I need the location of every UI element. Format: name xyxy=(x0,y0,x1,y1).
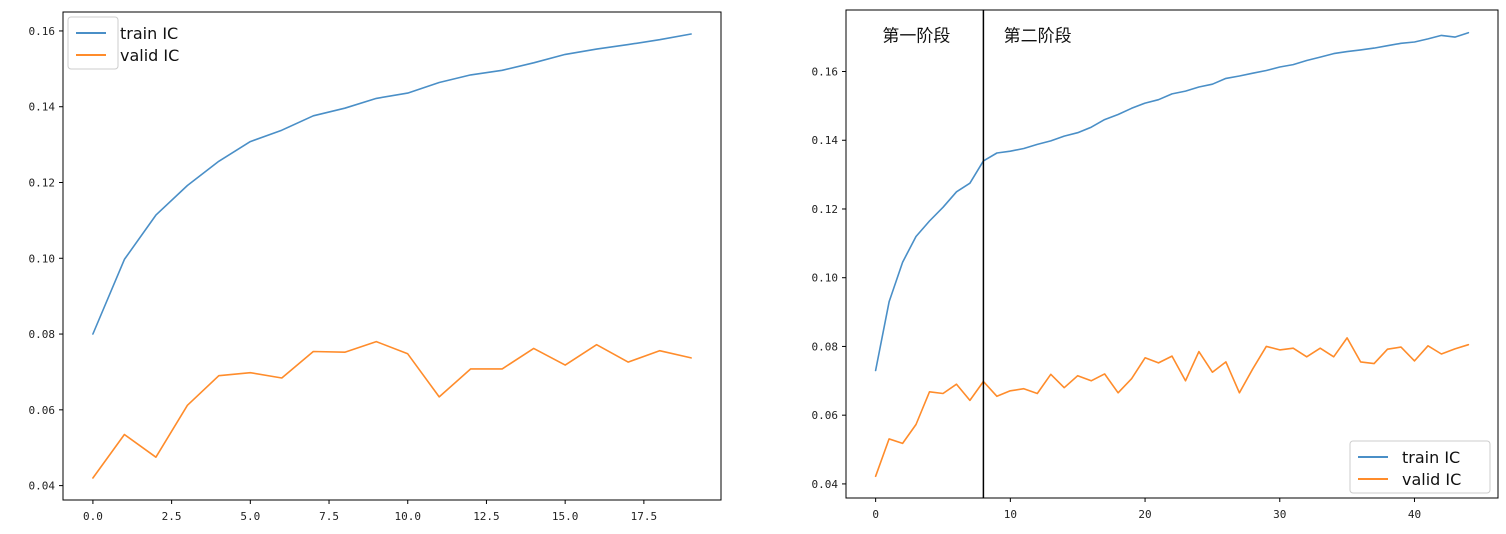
y-tick-label: 0.16 xyxy=(812,66,839,79)
x-tick-label: 10.0 xyxy=(394,510,421,523)
x-tick-label: 17.5 xyxy=(631,510,658,523)
legend: train IC valid IC xyxy=(67,16,179,70)
x-tick-label: 10 xyxy=(1004,508,1017,521)
chart-1: 0.04 0.06 0.08 0.10 0.12 0.14 0.16 0.0 2.5 5.0 7.5… xyxy=(29,11,722,523)
y-tick-label: 0.08 xyxy=(29,328,56,341)
axes-frame xyxy=(62,11,722,501)
stage-annotation-2: 第二阶段 xyxy=(1004,27,1072,47)
series-line-train xyxy=(874,31,1470,372)
legend-label: train IC xyxy=(120,24,178,43)
legend-label: valid IC xyxy=(120,46,179,65)
stage-annotation-1: 第一阶段 xyxy=(882,27,950,47)
x-tick-label: 5.0 xyxy=(240,510,260,523)
series-line-valid xyxy=(874,337,1470,478)
legend-label: valid IC xyxy=(1402,470,1461,489)
y-tick-label: 0.14 xyxy=(29,101,56,114)
series-line-train xyxy=(92,33,692,335)
legend-label: train IC xyxy=(1402,448,1460,467)
y-tick-label: 0.14 xyxy=(812,134,839,147)
x-tick-label: 30 xyxy=(1273,508,1286,521)
y-tick-label: 0.04 xyxy=(29,480,56,493)
x-tick-label: 40 xyxy=(1408,508,1421,521)
y-tick-label: 0.16 xyxy=(29,25,56,38)
y-tick-label: 0.08 xyxy=(812,340,839,353)
y-tick-label: 0.12 xyxy=(812,203,839,216)
series-line-valid xyxy=(92,340,692,479)
x-tick-label: 20 xyxy=(1138,508,1151,521)
legend-box xyxy=(67,16,119,70)
x-tick-label: 2.5 xyxy=(162,510,182,523)
y-tick-label: 0.10 xyxy=(29,252,56,265)
x-tick-label: 0.0 xyxy=(83,510,103,523)
chart-2: 0.04 0.06 0.08 0.10 0.12 0.14 0.16 0 10 20 30 40 第一阶… xyxy=(812,9,1499,521)
x-tick-label: 15.0 xyxy=(552,510,579,523)
y-tick-label: 0.10 xyxy=(812,272,839,285)
x-tick-label: 0 xyxy=(872,508,879,521)
y-tick-label: 0.04 xyxy=(812,478,839,491)
x-tick-label: 12.5 xyxy=(473,510,500,523)
y-tick-label: 0.06 xyxy=(29,404,56,417)
x-tick-label: 7.5 xyxy=(319,510,339,523)
y-tick-label: 0.12 xyxy=(29,176,56,189)
axes-frame xyxy=(845,9,1499,499)
y-tick-label: 0.06 xyxy=(812,409,839,422)
legend: train IC valid IC xyxy=(1349,440,1491,494)
